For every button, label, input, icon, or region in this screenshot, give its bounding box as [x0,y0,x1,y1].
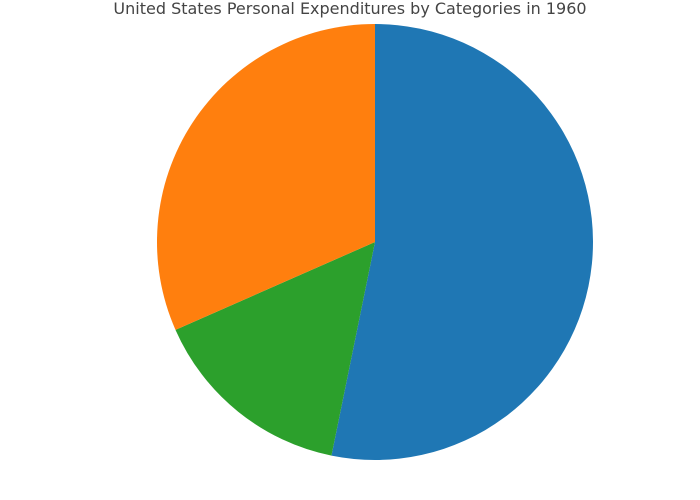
pie-slice-3[interactable] [156,24,375,330]
chart-title: United States Personal Expenditures by C… [113,0,587,18]
pie-slices [156,24,594,460]
pie-slice-1[interactable] [331,24,594,460]
pie-slice-2[interactable] [175,242,375,456]
